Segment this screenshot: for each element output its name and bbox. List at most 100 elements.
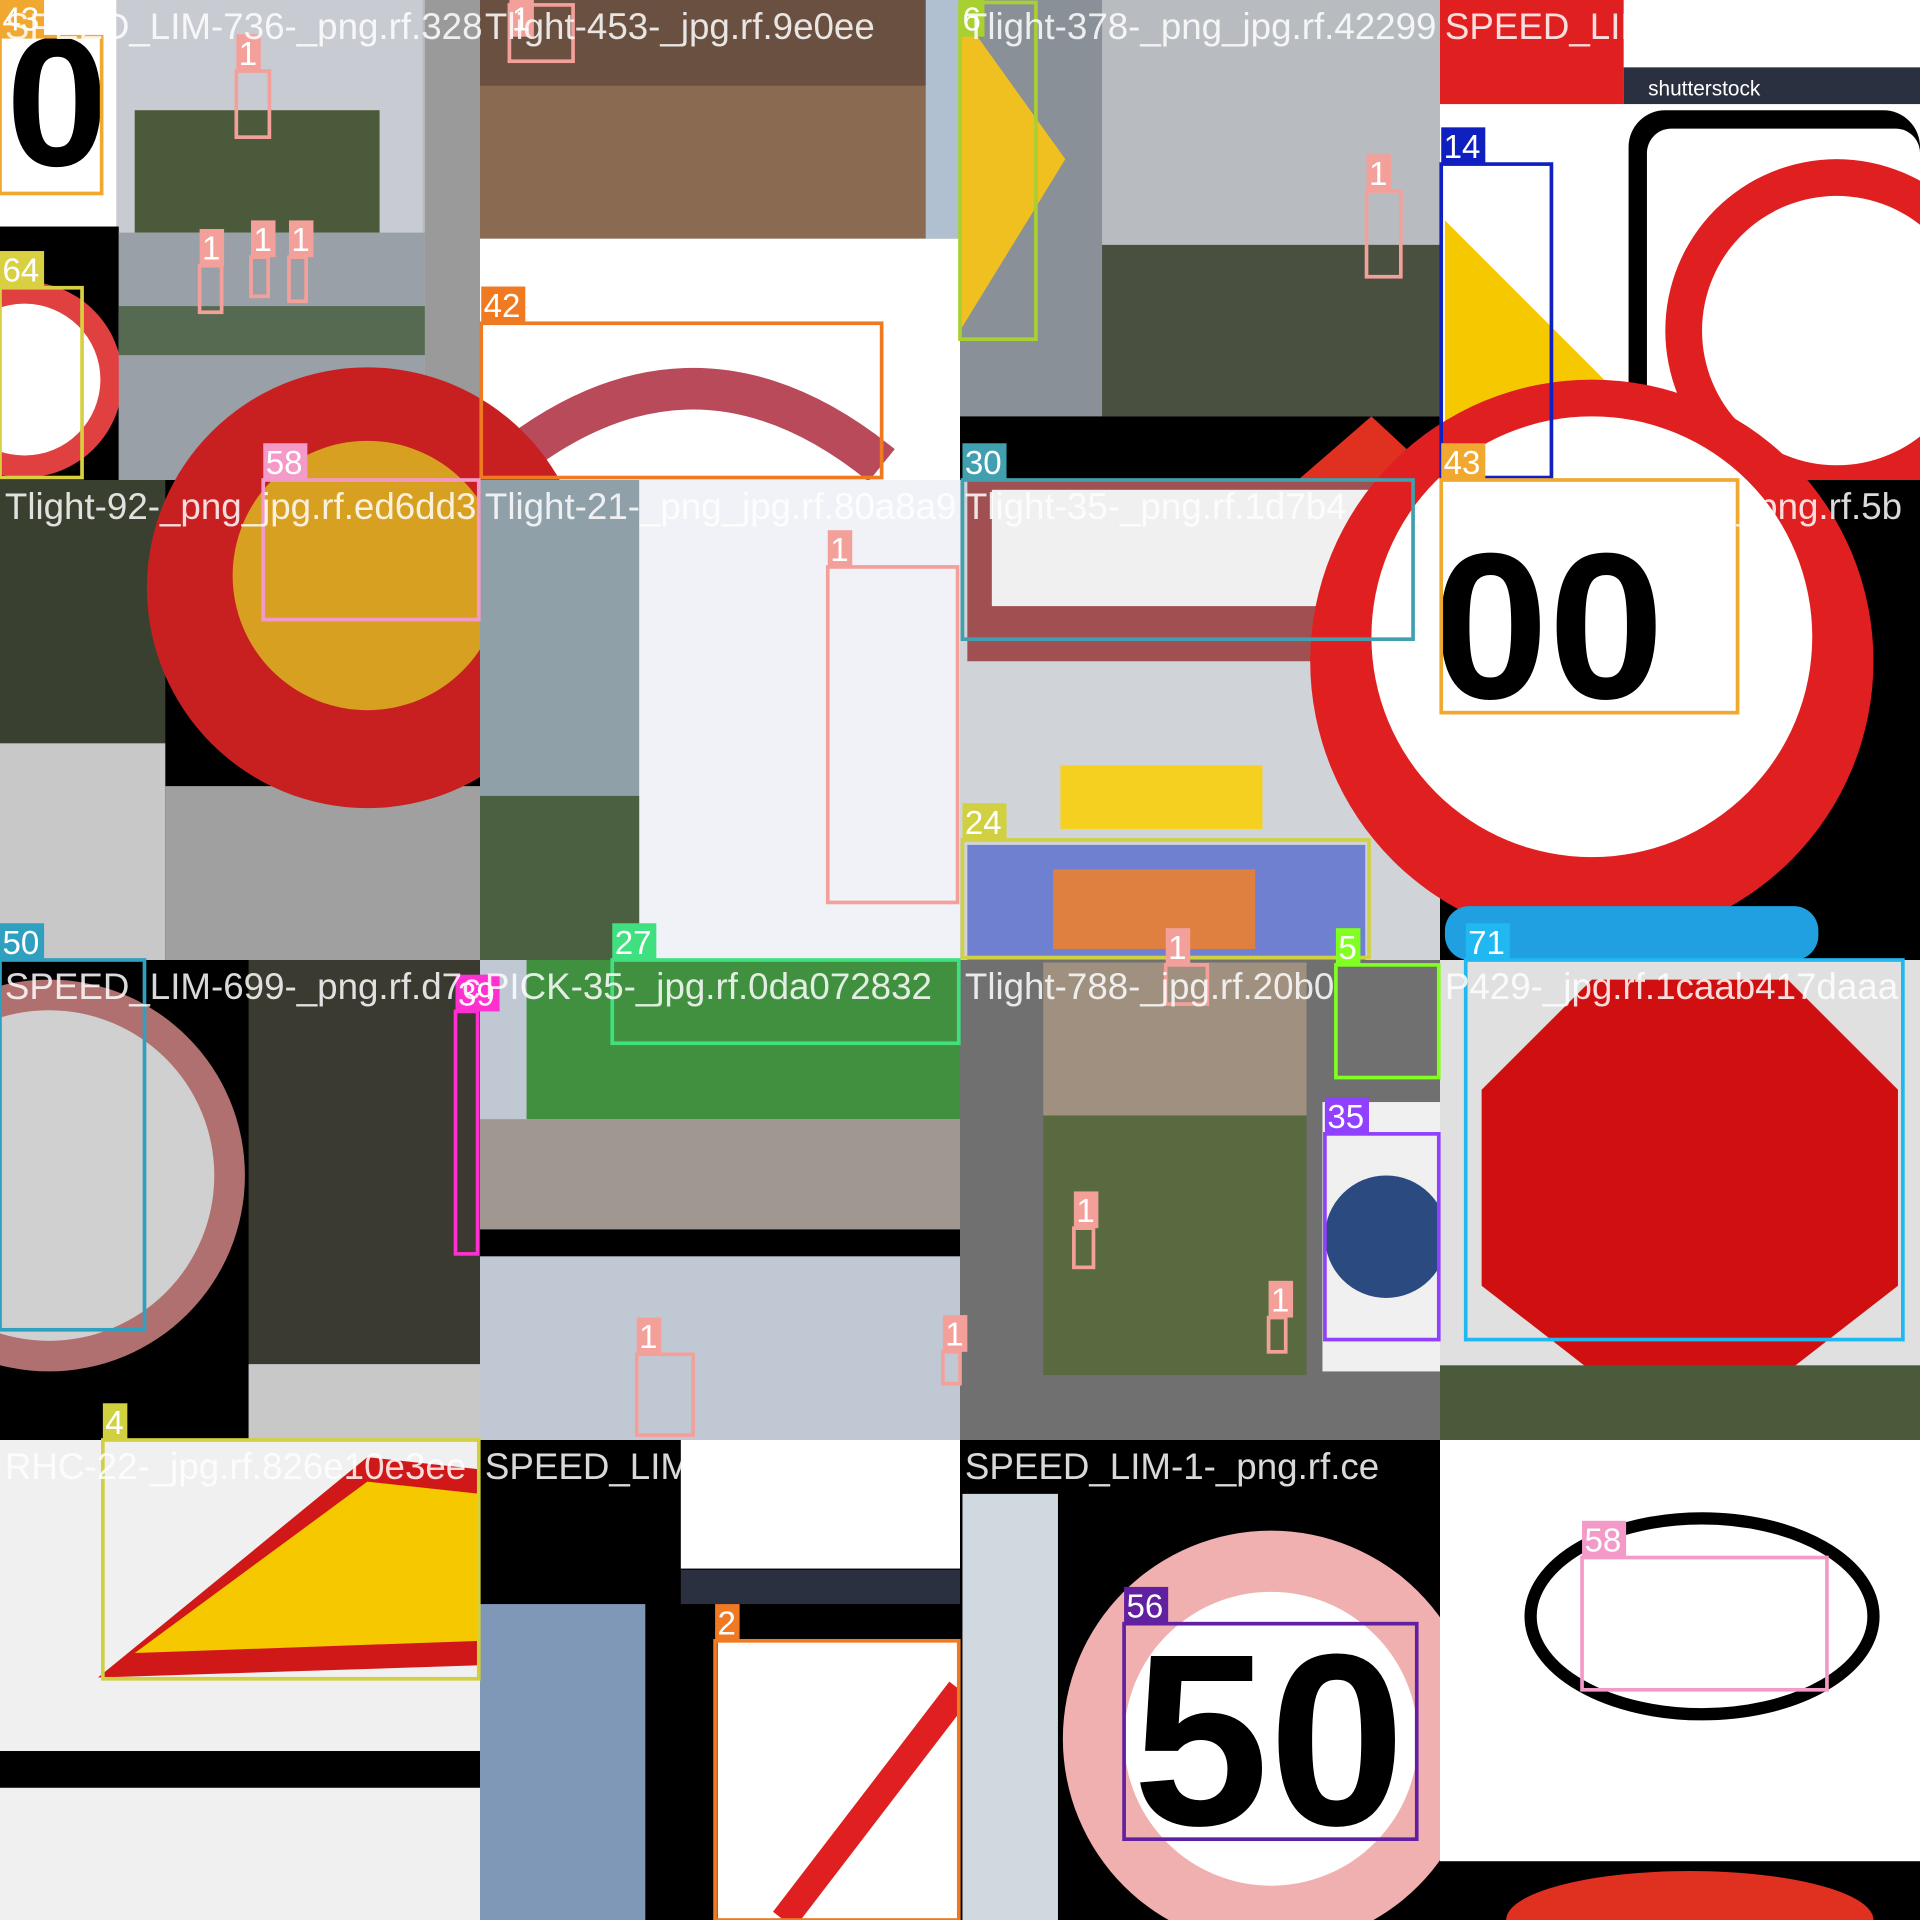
box-label: 1 [1168, 930, 1186, 967]
box-label: 58 [1584, 1522, 1621, 1559]
box-label-bg [942, 1315, 968, 1352]
box-label: 1 [1369, 156, 1387, 193]
box-label-bg [827, 530, 853, 567]
box-label-bg [612, 923, 657, 960]
tile-filename: RHC-22-_jpg.rf.826e10e3ee [5, 1446, 466, 1487]
box-label-bg [715, 1604, 740, 1641]
box-label: 14 [1444, 129, 1481, 166]
bounding-box [958, 0, 1038, 342]
tile-filename: SPEED_LIM-220-_png.rf.ce [1445, 1446, 1900, 1487]
tile-filename: SPEED_LIM-774-_png.rf.a467 [1445, 6, 1920, 47]
bounding-box [634, 1352, 695, 1437]
box-label: 1 [1076, 1193, 1094, 1230]
box-label: 24 [965, 805, 1002, 842]
box-label-bg [1335, 928, 1361, 965]
box-label-bg [1124, 1586, 1169, 1624]
tile-filename: SPEED_LIM-207-_png.rf.5b [1445, 486, 1902, 527]
filenames: SPEED_LIM-736-_png.rf.328 Tlight-453-_jpg… [5, 6, 1920, 1487]
svg-text:00: 00 [1433, 511, 1665, 743]
box-label-bg [1465, 923, 1510, 960]
box-label-bg [0, 0, 45, 37]
box-label-bg [636, 1317, 662, 1355]
box-label: 56 [1127, 1589, 1164, 1626]
svg-text:shutterstock: shutterstock [1648, 78, 1761, 101]
box-label-bg [288, 220, 314, 258]
box-label-bg [236, 34, 261, 72]
box-label-bg [962, 443, 1007, 480]
box-label: 1 [1271, 1282, 1289, 1319]
box-label-bg [481, 286, 526, 324]
tile-filename: Tlight-453-_jpg.rf.9e0ee [485, 6, 875, 47]
bounding-box [1439, 162, 1554, 480]
bounding-box [0, 958, 147, 1332]
bounding-box [479, 321, 884, 480]
box-label-bg [0, 251, 45, 288]
box-label-bg [1324, 1097, 1369, 1134]
box-label: 64 [2, 253, 39, 290]
box-label-bg [455, 974, 500, 1012]
tile-filename: Tlight-35-_png.rf.1d7b4 [965, 486, 1347, 527]
bounding-box [610, 958, 961, 1046]
box-label: 43 [1444, 445, 1481, 482]
bounding-box [101, 1438, 481, 1681]
box-label: 1 [253, 222, 271, 259]
box-label: 1 [830, 532, 848, 569]
svg-text:50: 50 [1133, 1602, 1405, 1876]
box-label: 1 [202, 231, 220, 268]
tile-filename: SPEED_LIM-248-_png.rf.90 [485, 1446, 942, 1487]
box-label: 39 [458, 976, 495, 1013]
box-label-bg [1366, 154, 1392, 192]
box-label-bg [263, 443, 308, 480]
box-label-bg [102, 1403, 128, 1440]
bounding-box [261, 478, 481, 622]
box-label-bg [1582, 1520, 1627, 1558]
bounding-box [713, 1638, 961, 1920]
box-label: 4 [105, 1405, 123, 1442]
bounding-box [825, 565, 960, 905]
tile-filename: Tlight-788-_jpg.rf.20b0 [965, 966, 1334, 1007]
tile-filename: SPEED_LIM-1-_png.rf.ce [965, 1446, 1379, 1487]
box-label: 1 [291, 222, 309, 259]
tile-filename: Tlight-92-_png_jpg.rf.ed6dd3 [5, 486, 477, 527]
box-label: 5 [1338, 930, 1356, 967]
bounding-box [960, 478, 1415, 642]
bounding-box [1463, 958, 1905, 1342]
box-label-bg [1073, 1191, 1099, 1229]
tile-filename: Tlight-21-_png_jpg.rf.80a8a9 [485, 486, 957, 527]
bounding-box [1323, 1132, 1441, 1342]
box-label-bg [1268, 1280, 1294, 1318]
bounding-box [960, 838, 1371, 960]
box-label-bg [199, 228, 225, 266]
box-label: 50 [2, 925, 39, 962]
tile-filename: P429-_jpg.rf.1caab417daaa [1445, 966, 1899, 1007]
box-label: 58 [266, 445, 303, 482]
box-label: 2 [718, 1606, 736, 1643]
box-label-bg [960, 0, 985, 37]
bounding-box [1334, 963, 1441, 1080]
box-label-bg [1441, 127, 1486, 165]
tile-filename: PICK-35-_jpg.rf.0da072832 [485, 966, 932, 1007]
box-label: 42 [484, 288, 521, 325]
bounding-box [1439, 478, 1740, 715]
box-label-bg [509, 0, 534, 37]
box-label: 71 [1468, 925, 1505, 962]
tile-filename: SPEED_LIM-699-_png.rf.d7c [5, 966, 481, 1007]
box-label-bg [962, 803, 1007, 840]
box-label: 30 [965, 445, 1002, 482]
box-label: 43 [2, 2, 39, 39]
box-label: 1 [512, 2, 530, 39]
box-label: 35 [1327, 1099, 1364, 1136]
box-label: 1 [945, 1317, 963, 1354]
box-label: 1 [639, 1319, 657, 1356]
box-label-bg [1441, 443, 1486, 480]
box-label: 6 [962, 2, 980, 39]
box-label-bg [251, 220, 276, 258]
box-label: 1 [239, 36, 257, 73]
tile-filename: Tlight-378-_png_jpg.rf.42299 [965, 6, 1437, 47]
bounding-box [1122, 1621, 1419, 1842]
box-label: 27 [615, 925, 652, 962]
bounding-box [0, 34, 104, 196]
